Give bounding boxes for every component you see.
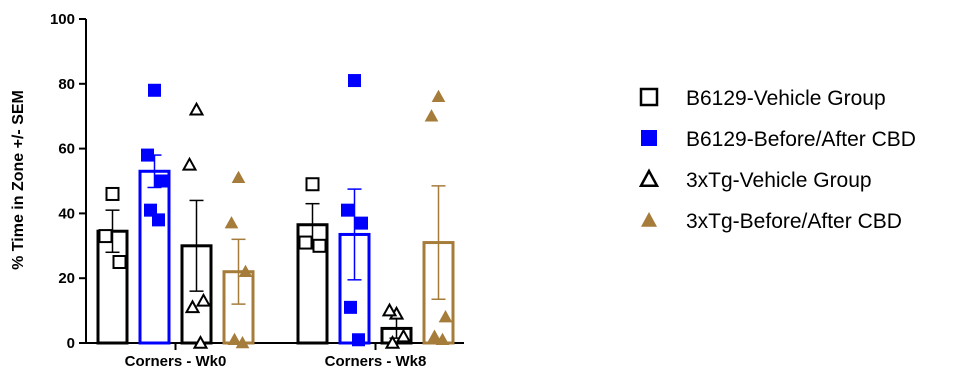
data-point (438, 310, 453, 323)
data-point (98, 229, 113, 244)
data-point (181, 156, 198, 171)
data-point (192, 334, 209, 349)
legend-item: 3xTg-Before/After CBD (641, 210, 902, 233)
data-point (312, 238, 327, 253)
legend-marker (639, 87, 659, 107)
legend-label: 3xTg-Vehicle Group (686, 169, 872, 192)
legend-label: B6129-Before/After CBD (686, 128, 916, 151)
data-point (384, 334, 401, 349)
legend-marker (641, 212, 657, 227)
data-point (188, 101, 205, 116)
legend-marker (638, 168, 660, 188)
data-point (152, 213, 165, 227)
x-tick-label: Corners - Wk0 (125, 353, 227, 370)
legend-label: 3xTg-Before/After CBD (686, 210, 902, 233)
bar (138, 169, 171, 345)
y-tick-label: 100 (50, 11, 75, 28)
data-point (355, 216, 368, 230)
data-point (238, 264, 253, 278)
data-point (235, 335, 250, 349)
x-axis: Corners - Wk0 Corners - Wk8 (85, 342, 464, 370)
data-point (184, 299, 201, 314)
data-point (224, 216, 239, 229)
data-point (195, 292, 212, 307)
data-point (112, 255, 127, 269)
data-point (344, 300, 357, 314)
plot-area (96, 74, 455, 349)
y-tick-label: 0 (67, 335, 75, 352)
data-point (298, 235, 313, 250)
data-point (348, 74, 361, 88)
data-point (231, 170, 246, 184)
legend-item: B6129-Vehicle Group (639, 87, 886, 110)
legend: B6129-Vehicle Group B6129-Before/After CB… (638, 87, 916, 233)
data-point (395, 328, 412, 343)
y-tick-label: 20 (58, 270, 75, 287)
y-tick-label: 80 (58, 76, 75, 93)
bar (296, 223, 329, 345)
x-tick-label: Corners - Wk8 (325, 353, 427, 370)
data-point (155, 174, 168, 188)
y-tick-label: 40 (58, 205, 75, 222)
y-tick-label: 60 (58, 141, 75, 158)
y-axis-title: % Time in Zone +/- SEM (10, 90, 27, 270)
data-point (381, 302, 398, 317)
data-point (148, 83, 161, 97)
data-point (427, 329, 442, 342)
data-point (227, 332, 242, 346)
data-point (424, 109, 439, 122)
data-point (144, 203, 157, 217)
data-point (435, 332, 450, 346)
data-point (105, 186, 120, 201)
data-point (305, 177, 320, 192)
data-point (341, 203, 354, 217)
legend-item: B6129-Before/After CBD (641, 128, 916, 151)
data-point (352, 333, 365, 347)
y-axis: 0 20 40 60 80 100 (50, 11, 87, 352)
data-point (141, 148, 154, 162)
legend-label: B6129-Vehicle Group (686, 87, 886, 110)
data-point (431, 89, 446, 103)
legend-marker (641, 130, 657, 146)
legend-item: 3xTg-Vehicle Group (638, 168, 872, 192)
